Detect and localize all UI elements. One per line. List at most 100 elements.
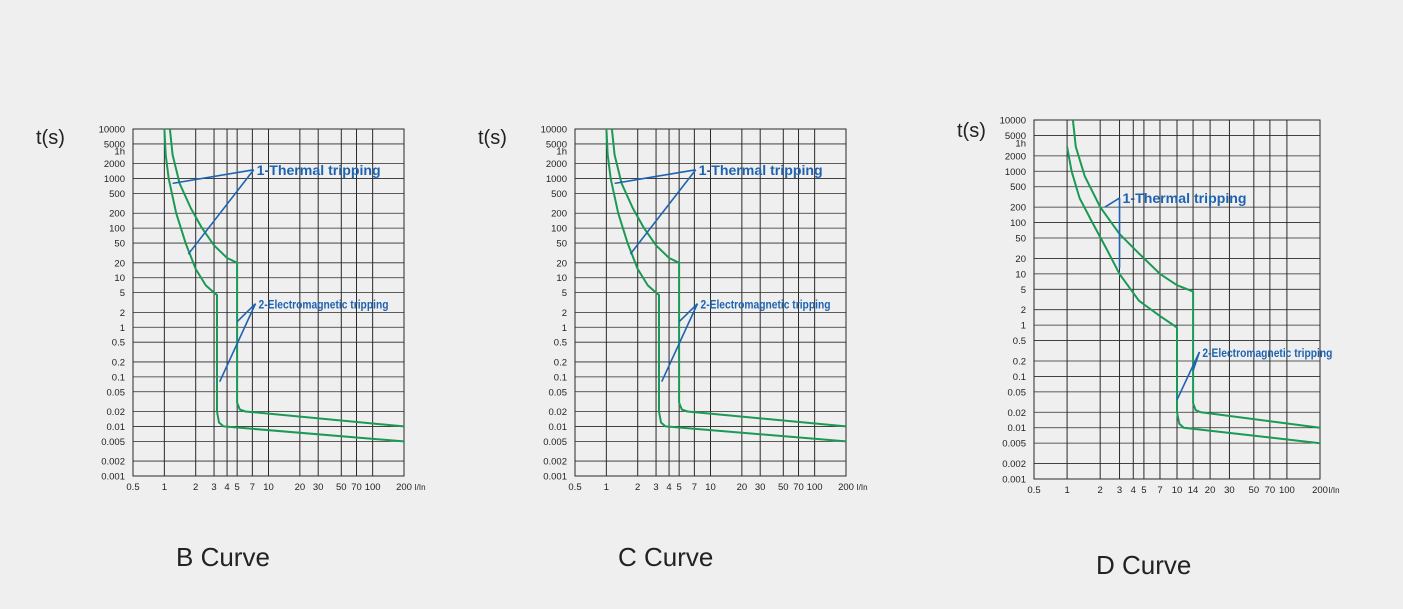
x-tick-label: 10 <box>705 482 716 493</box>
x-tick-label: 3 <box>1117 485 1122 496</box>
annotation-leader-line <box>172 169 254 185</box>
x-tick-label: 100 <box>365 482 381 493</box>
y-tick-label: 1000 <box>1005 167 1026 178</box>
chart-title: B Curve <box>176 542 270 572</box>
y-tick-label: 20 <box>114 258 125 269</box>
y-tick-label: 50 <box>114 239 125 250</box>
x-tick-label: 4 <box>224 482 229 493</box>
electromagnetic-tripping-label: 2-Electromagnetic tripping <box>258 300 388 312</box>
y-tick-label: 500 <box>1010 182 1026 193</box>
y-tick-label: 0.02 <box>1008 408 1027 419</box>
x-tick-label: 1 <box>604 482 609 493</box>
x-tick-label: 200 <box>838 482 854 493</box>
y-tick-label: 10 <box>1015 269 1026 280</box>
annotation-leader-line <box>1104 197 1120 208</box>
annotation-leader-line <box>1176 351 1201 401</box>
x-tick-label: 70 <box>793 482 804 493</box>
x-tick-label: 30 <box>755 482 766 493</box>
electromagnetic-tripping-label: 2-Electromagnetic tripping <box>1202 348 1332 360</box>
x-tick-label: 50 <box>336 482 347 493</box>
y-tick-label: 10000 <box>1000 116 1026 127</box>
y-tick-label: 20 <box>556 258 567 269</box>
x-tick-label: 200 <box>396 482 412 493</box>
x-tick-label: 5 <box>234 482 239 493</box>
x-tick-label: 7 <box>1157 485 1162 496</box>
x-tick-label: 70 <box>351 482 362 493</box>
thermal-tripping-label: 1-Thermal tripping <box>257 162 381 178</box>
y-tick-label: 0.01 <box>107 422 126 433</box>
x-tick-label: 10 <box>263 482 274 493</box>
x-tick-label: 5 <box>676 482 681 493</box>
y-tick-label: 1h <box>114 146 125 157</box>
y-tick-label: 200 <box>1010 203 1026 214</box>
x-tick-label: 30 <box>313 482 324 493</box>
y-tick-label: 0.002 <box>101 457 125 468</box>
x-tick-label: 50 <box>778 482 789 493</box>
y-tick-label: 5000 <box>104 139 125 150</box>
x-tick-label: 0.5 <box>1027 485 1040 496</box>
y-tick-label: 2000 <box>546 159 567 170</box>
y-tick-label: 0.01 <box>549 422 568 433</box>
x-tick-label: 2 <box>635 482 640 493</box>
y-tick-label: 50 <box>556 239 567 250</box>
x-tick-label: 3 <box>211 482 216 493</box>
trip-curve-lower <box>163 128 405 443</box>
y-tick-label: 0.1 <box>112 372 125 383</box>
x-tick-label: 7 <box>250 482 255 493</box>
y-tick-label: 0.005 <box>1002 439 1026 450</box>
trip-curve-upper <box>168 128 405 428</box>
y-tick-label: 10 <box>556 273 567 284</box>
x-tick-label: 3 <box>653 482 658 493</box>
y-tick-label: 500 <box>551 189 567 200</box>
x-tick-label: 100 <box>1279 485 1295 496</box>
y-tick-label: 5000 <box>1005 131 1026 142</box>
y-tick-label: 2000 <box>104 159 125 170</box>
y-tick-label: 0.005 <box>543 437 567 448</box>
x-tick-label: 1 <box>162 482 167 493</box>
annotation-leader-line <box>660 303 699 382</box>
y-tick-label: 2000 <box>1005 151 1026 162</box>
y-tick-label: 2 <box>1021 305 1026 316</box>
y-tick-label: 100 <box>1010 218 1026 229</box>
y-tick-label: 1000 <box>546 174 567 185</box>
x-tick-label: 10 <box>1172 485 1183 496</box>
x-tick-label: 4 <box>666 482 671 493</box>
y-tick-label: 0.02 <box>107 407 126 418</box>
x-tick-label: 5 <box>1141 485 1146 496</box>
x-tick-label: 30 <box>1224 485 1235 496</box>
y-tick-label: 2 <box>562 308 567 319</box>
thermal-tripping-label: 1-Thermal tripping <box>699 162 823 178</box>
y-tick-label: 0.05 <box>549 387 568 398</box>
y-tick-label: 0.01 <box>1008 423 1027 434</box>
trip-curve-lower <box>1066 146 1321 445</box>
annotation-leader-line <box>236 303 257 323</box>
y-tick-label: 20 <box>1015 254 1026 265</box>
y-tick-label: 5000 <box>546 139 567 150</box>
y-tick-label: 0.2 <box>112 357 125 368</box>
y-axis-label: t(s) <box>957 120 986 142</box>
x-tick-label: 20 <box>295 482 306 493</box>
y-tick-label: 0.5 <box>554 338 567 349</box>
annotation-leader-line <box>678 303 699 323</box>
x-tick-label: 2 <box>1098 485 1103 496</box>
y-tick-label: 1 <box>1021 321 1026 332</box>
y-tick-label: 100 <box>551 224 567 235</box>
x-tick-label: 50 <box>1249 485 1260 496</box>
chart-title: C Curve <box>618 542 713 572</box>
annotation-leader-line <box>218 303 257 382</box>
x-axis-label: I/In <box>414 483 425 492</box>
y-tick-label: 5 <box>120 288 125 299</box>
y-tick-label: 1h <box>1015 138 1026 149</box>
electromagnetic-tripping-label: 2-Electromagnetic tripping <box>700 300 830 312</box>
y-tick-label: 0.5 <box>1013 336 1026 347</box>
y-tick-label: 10 <box>114 273 125 284</box>
y-tick-label: 0.2 <box>1013 356 1026 367</box>
y-axis-label: t(s) <box>478 127 507 149</box>
thermal-tripping-label: 1-Thermal tripping <box>1123 190 1247 206</box>
x-tick-label: 70 <box>1265 485 1276 496</box>
x-tick-label: 100 <box>807 482 823 493</box>
